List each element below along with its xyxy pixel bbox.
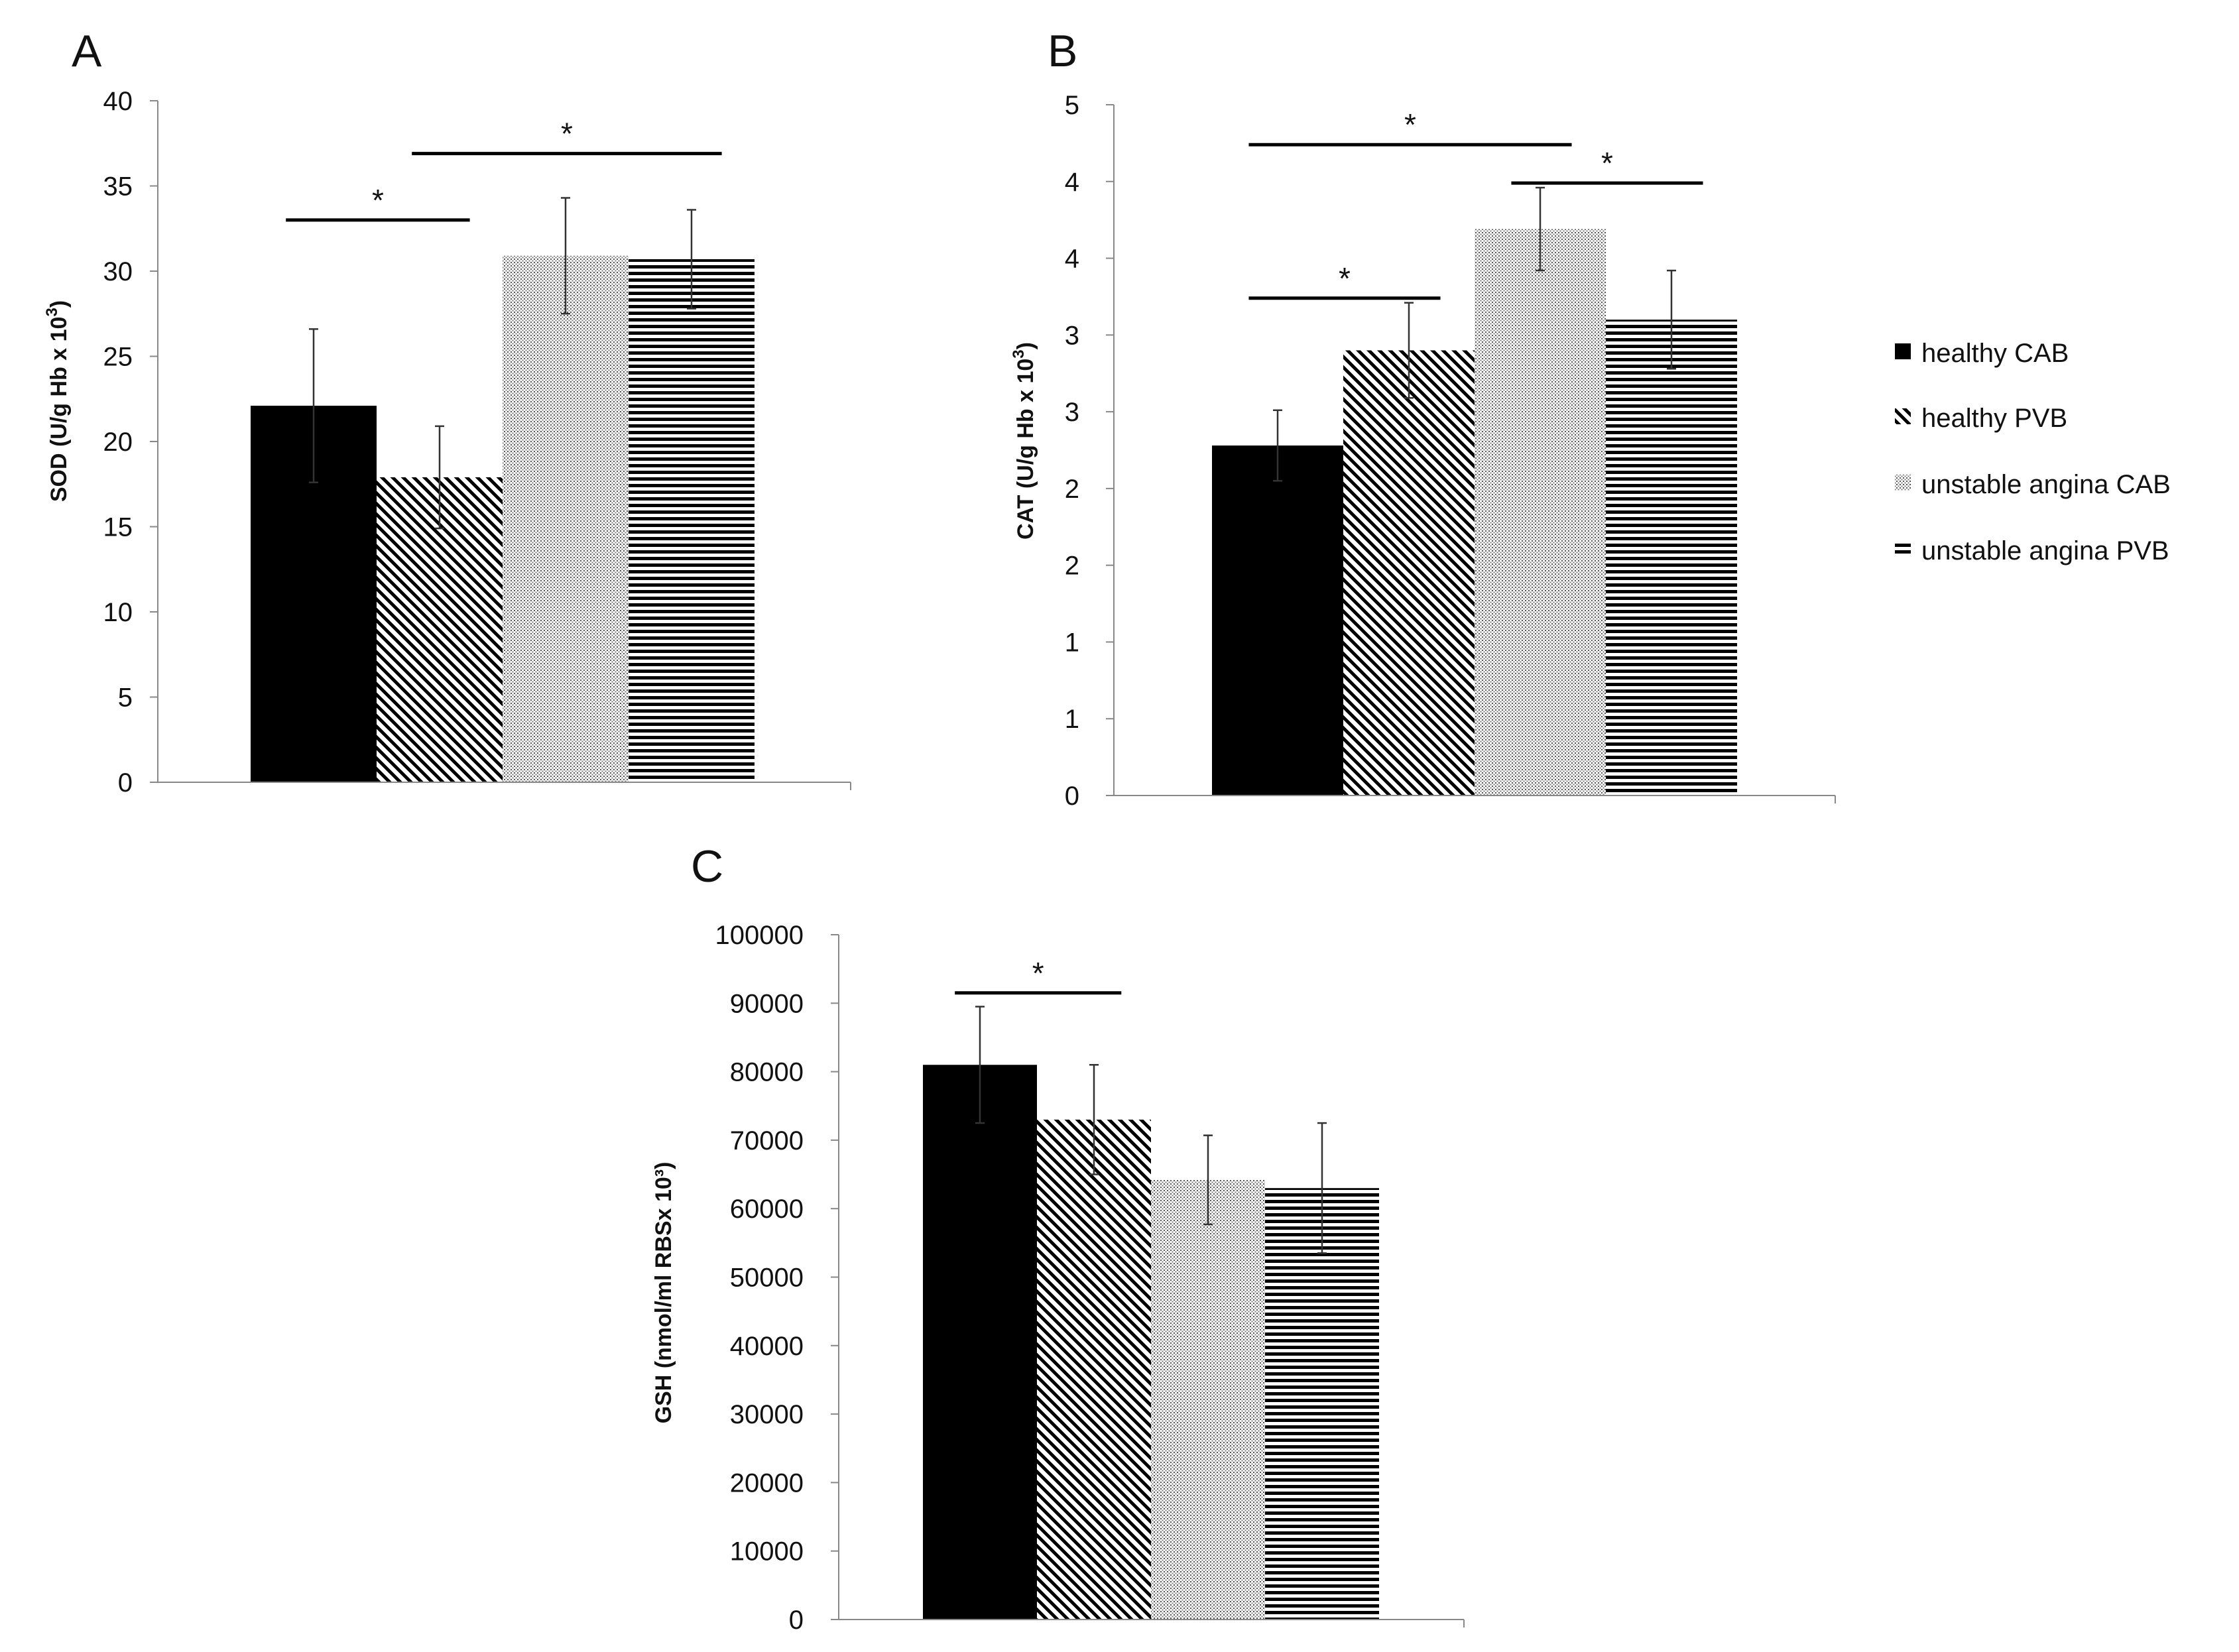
bar-b-2 [1343, 350, 1475, 796]
error-bar-a-1 [309, 328, 318, 483]
y-tick-label-c: 100000 [715, 921, 804, 950]
y-tick-label-c: 60000 [730, 1195, 804, 1224]
error-bar-c-4 [1317, 1122, 1327, 1254]
significance-star-a-2: * [561, 117, 573, 151]
y-tick-label-b: 1 [1065, 628, 1079, 657]
y-tick-label-b: 4 [1065, 168, 1079, 197]
y-tick-label-c: 0 [789, 1606, 804, 1635]
y-tick-label-c: 70000 [730, 1126, 804, 1155]
y-tick-label-c: 90000 [730, 989, 804, 1018]
y-tick-label-c: 10000 [730, 1537, 804, 1566]
legend-swatch [1895, 408, 1911, 424]
y-tick-label-a: 20 [103, 428, 133, 457]
y-tick-label-a: 30 [103, 257, 133, 286]
bar-b-4 [1606, 320, 1737, 796]
legend-swatch [1895, 541, 1911, 557]
y-tick-label-a: 40 [103, 87, 133, 116]
panel-a: A SOD (U/g Hb x 103) 0 5 10 15 20 25 30 35 40 * * [43, 26, 851, 797]
y-tick-label-a: 10 [103, 598, 133, 627]
bar-c-4 [1265, 1188, 1379, 1620]
y-tick-label-b: 0 [1065, 782, 1079, 811]
y-tick-label-b: 3 [1065, 321, 1079, 350]
legend-swatch [1895, 343, 1911, 359]
error-bar-b-1 [1273, 409, 1282, 482]
y-tick-label-b: 1 [1065, 705, 1079, 734]
y-axis-label-c: GSH (nmol/ml RBSx 10³) [651, 1162, 676, 1424]
y-axis-label-b: CAT (U/g Hb x 103) [1010, 342, 1038, 540]
legend-item-healthy-cab: healthy CAB [1895, 339, 2069, 368]
legend-item-unstable-angina-cab: unstable angina CAB [1895, 470, 2171, 499]
y-tick-label-c: 80000 [730, 1058, 804, 1087]
error-bar-a-3 [561, 197, 570, 315]
y-tick-label-c: 30000 [730, 1400, 804, 1429]
panel-label-a: A [72, 26, 102, 76]
significance-star-b-3: * [1601, 146, 1613, 180]
error-bar-a-2 [435, 425, 444, 530]
error-bar-c-2 [1089, 1064, 1099, 1175]
legend: healthy CAB healthy PVB unstable angina … [1895, 339, 2171, 565]
y-tick-label-a: 15 [103, 513, 133, 542]
y-tick-label-c: 20000 [730, 1468, 804, 1498]
error-bar-b-4 [1667, 269, 1676, 370]
legend-label: unstable angina PVB [1921, 536, 2169, 565]
legend-item-unstable-angina-pvb: unstable angina PVB [1895, 536, 2169, 565]
legend-item-healthy-pvb: healthy PVB [1895, 404, 2067, 433]
y-tick-label-b: 2 [1065, 552, 1079, 581]
error-bar-c-3 [1203, 1134, 1213, 1226]
significance-star-b-1: * [1339, 261, 1351, 296]
panel-b: B CAT (U/g Hb x 103) 0 1 1 2 2 3 3 4 4 5 * * * [1010, 26, 1836, 811]
legend-label: healthy PVB [1921, 404, 2067, 433]
panel-label-c: C [691, 841, 723, 892]
bar-a-3 [503, 255, 629, 782]
significance-star-b-2: * [1404, 107, 1416, 142]
significance-star-a-1: * [372, 183, 384, 217]
bar-a-4 [629, 259, 755, 782]
error-bar-c-1 [975, 1006, 985, 1124]
bar-b-3 [1475, 229, 1606, 796]
y-tick-label-a: 5 [118, 683, 133, 713]
bar-b-1 [1212, 445, 1343, 796]
y-axis-label-a: SOD (U/g Hb x 103) [43, 300, 72, 502]
y-tick-label-b: 5 [1065, 91, 1079, 120]
bar-c-1 [923, 1065, 1037, 1620]
error-bar-b-2 [1404, 302, 1414, 399]
legend-label: healthy CAB [1921, 339, 2069, 368]
y-tick-label-a: 35 [103, 172, 133, 202]
error-bar-b-3 [1536, 186, 1545, 272]
y-tick-label-b: 3 [1065, 398, 1079, 427]
y-tick-label-c: 50000 [730, 1264, 804, 1293]
bar-c-2 [1037, 1119, 1151, 1620]
y-tick-label-a: 0 [118, 768, 133, 797]
panel-c: C GSH (nmol/ml RBSx 10³) 0 10000 20000 3000… [651, 841, 1465, 1635]
significance-star-c-1: * [1032, 956, 1044, 990]
bar-c-3 [1151, 1179, 1265, 1620]
y-tick-label-a: 25 [103, 343, 133, 372]
panel-label-b: B [1048, 26, 1077, 76]
y-tick-label-b: 2 [1065, 475, 1079, 504]
legend-label: unstable angina CAB [1921, 470, 2171, 499]
y-tick-label-b: 4 [1065, 245, 1079, 274]
y-tick-label-c: 40000 [730, 1332, 804, 1361]
legend-swatch [1895, 475, 1911, 491]
error-bar-a-4 [687, 209, 696, 310]
